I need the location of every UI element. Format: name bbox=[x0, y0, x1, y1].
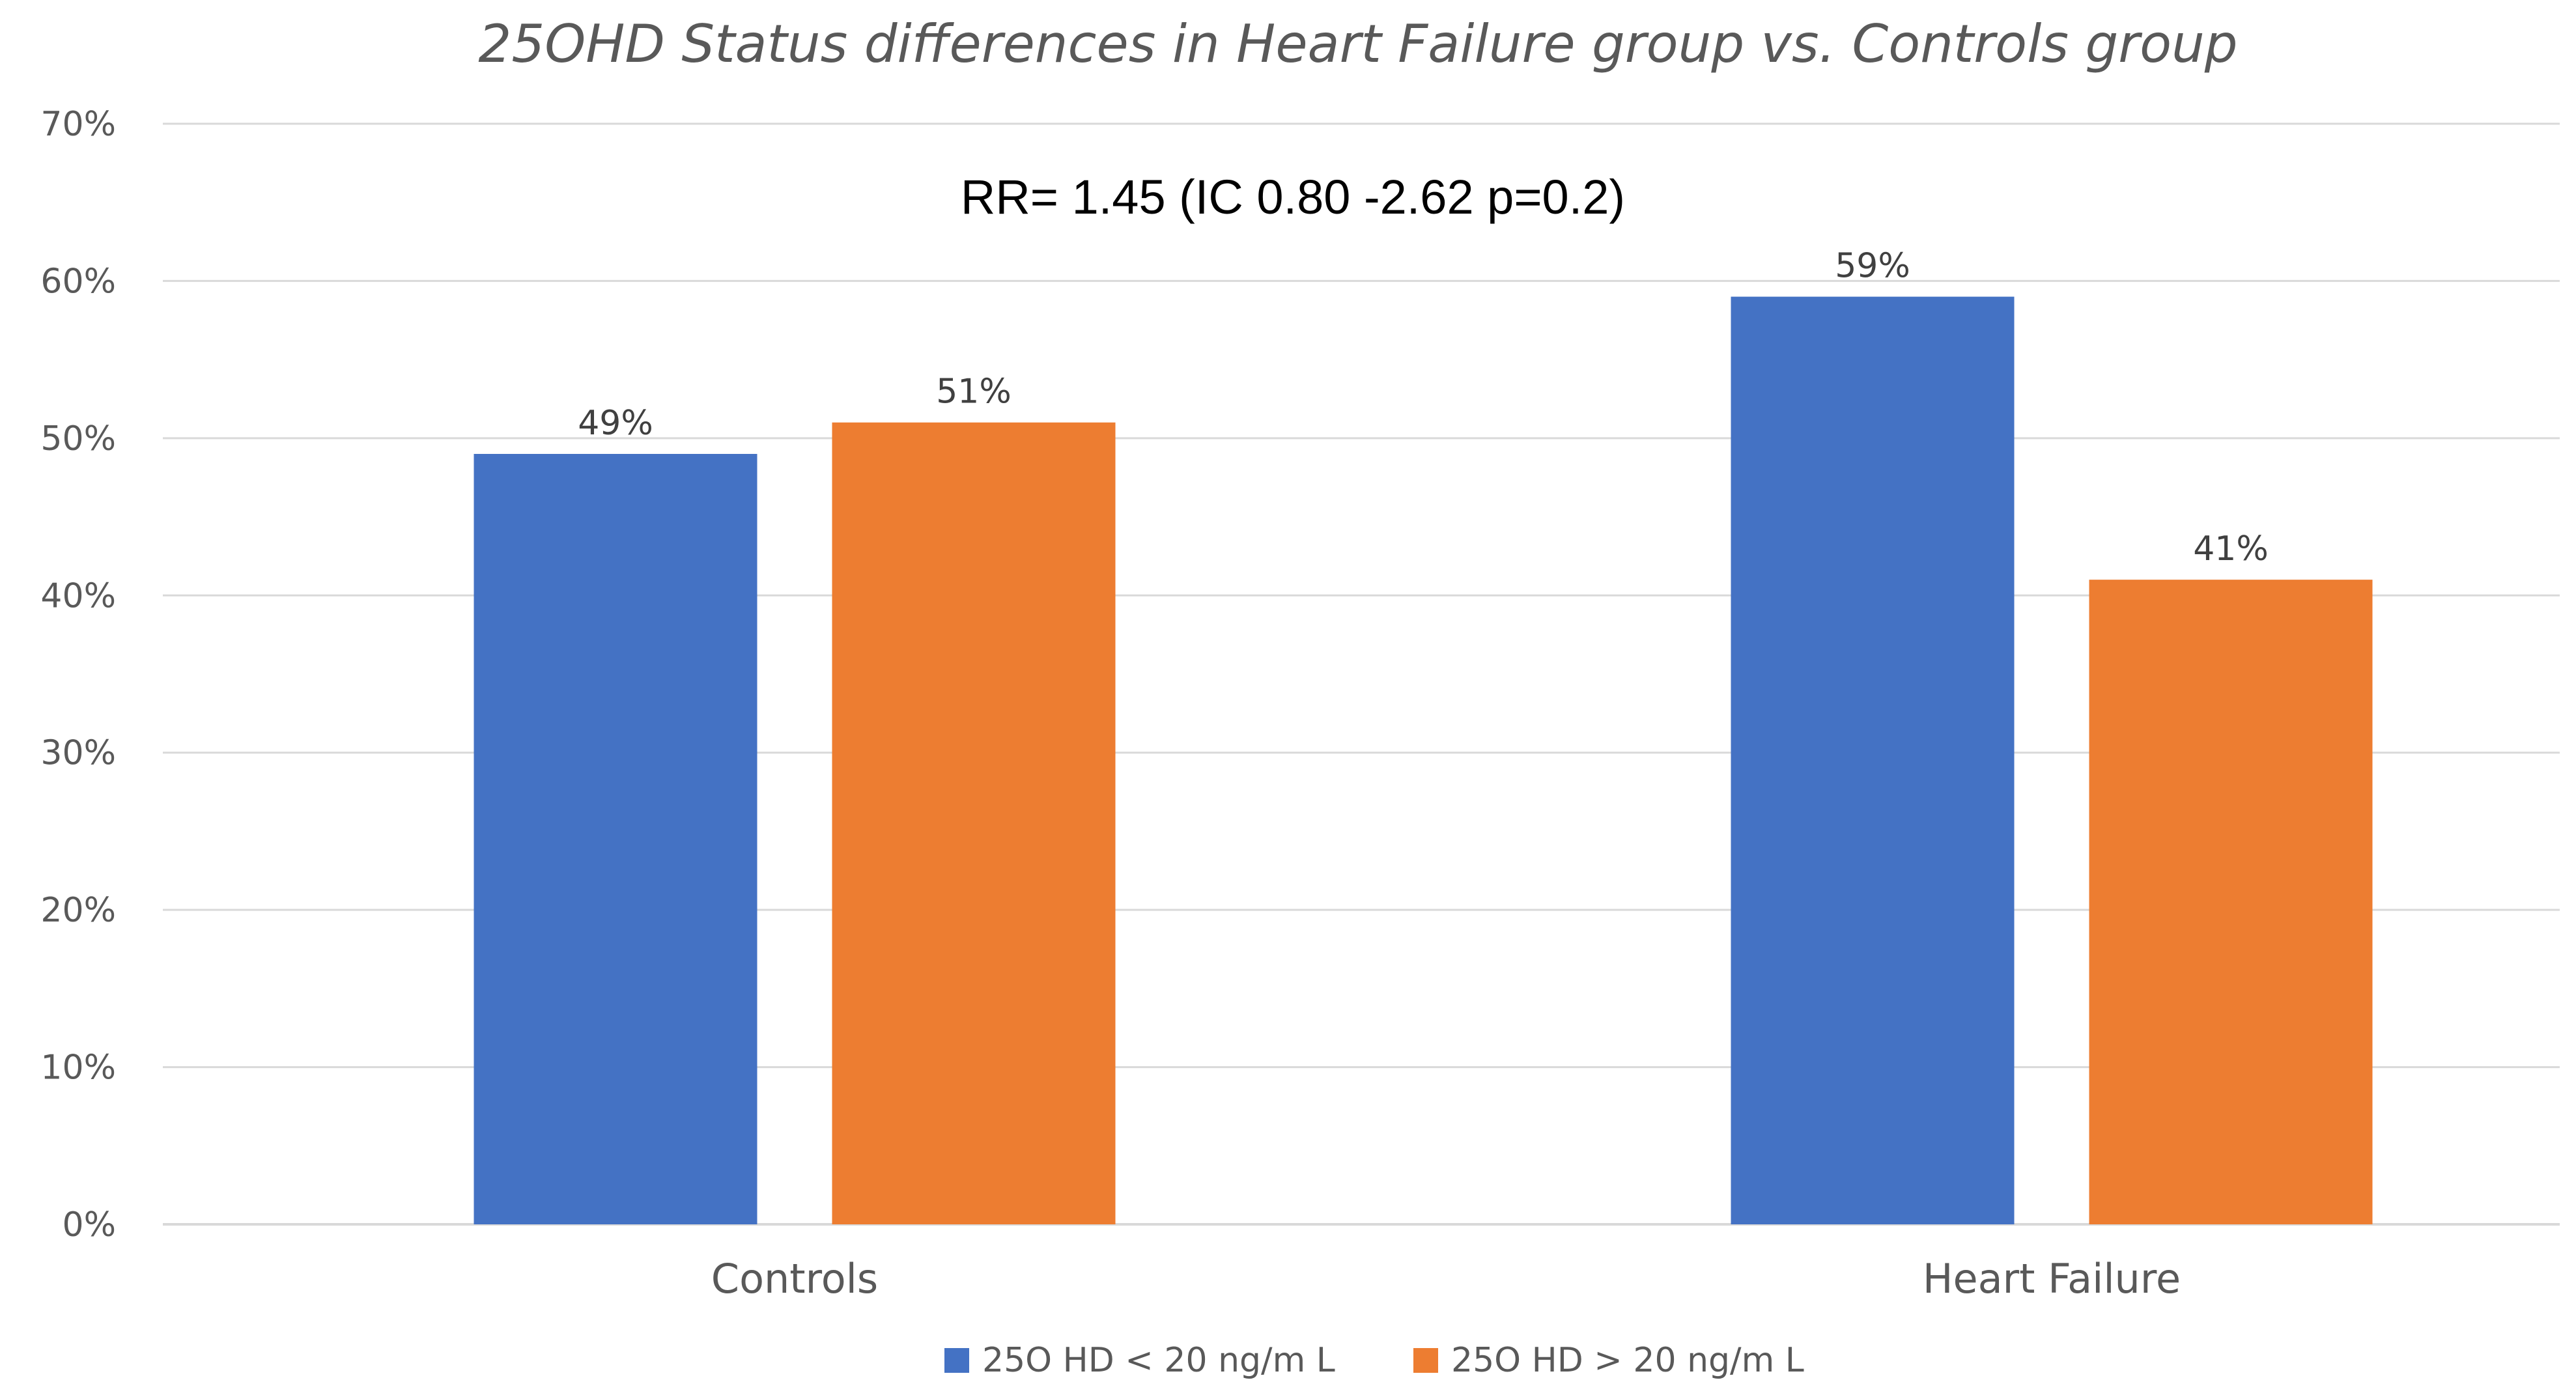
y-tick-label: 0% bbox=[63, 1205, 117, 1245]
bar-data-label: 41% bbox=[2193, 529, 2269, 569]
chart-title: 25OHD Status differences in Heart Failur… bbox=[478, 14, 2237, 74]
bar-data-label: 49% bbox=[578, 404, 653, 443]
bar bbox=[1731, 296, 2015, 1225]
x-axis-categories: Controls Heart Failure bbox=[711, 1255, 2181, 1302]
x-category-label: Heart Failure bbox=[1923, 1255, 2181, 1302]
legend: 25O HD < 20 ng/m L 25O HD > 20 ng/m L bbox=[944, 1341, 1804, 1380]
bar bbox=[2089, 580, 2373, 1224]
x-category-label: Controls bbox=[711, 1255, 878, 1302]
rr-annotation: RR= 1.45 (IC 0.80 -2.62 p=0.2) bbox=[961, 170, 1625, 224]
bar-data-label: 51% bbox=[936, 373, 1012, 412]
y-tick-label: 50% bbox=[40, 419, 116, 458]
bars bbox=[474, 296, 2373, 1225]
y-tick-label: 70% bbox=[40, 105, 116, 144]
y-axis-ticks: 0% 10% 20% 30% 40% 50% 60% 70% bbox=[40, 105, 116, 1245]
legend-swatch bbox=[944, 1348, 969, 1373]
y-tick-label: 20% bbox=[40, 891, 116, 930]
bar-data-label: 59% bbox=[1835, 247, 1910, 286]
bar bbox=[474, 454, 757, 1224]
data-labels: 49% 51% 59% 41% bbox=[578, 247, 2269, 569]
y-tick-label: 40% bbox=[40, 576, 116, 615]
legend-label: 25O HD > 20 ng/m L bbox=[1451, 1341, 1804, 1380]
bar bbox=[832, 422, 1116, 1224]
y-tick-label: 30% bbox=[40, 734, 116, 773]
legend-swatch bbox=[1413, 1348, 1438, 1373]
legend-label: 25O HD < 20 ng/m L bbox=[982, 1341, 1335, 1380]
y-tick-label: 60% bbox=[40, 262, 116, 301]
y-tick-label: 10% bbox=[40, 1048, 116, 1088]
